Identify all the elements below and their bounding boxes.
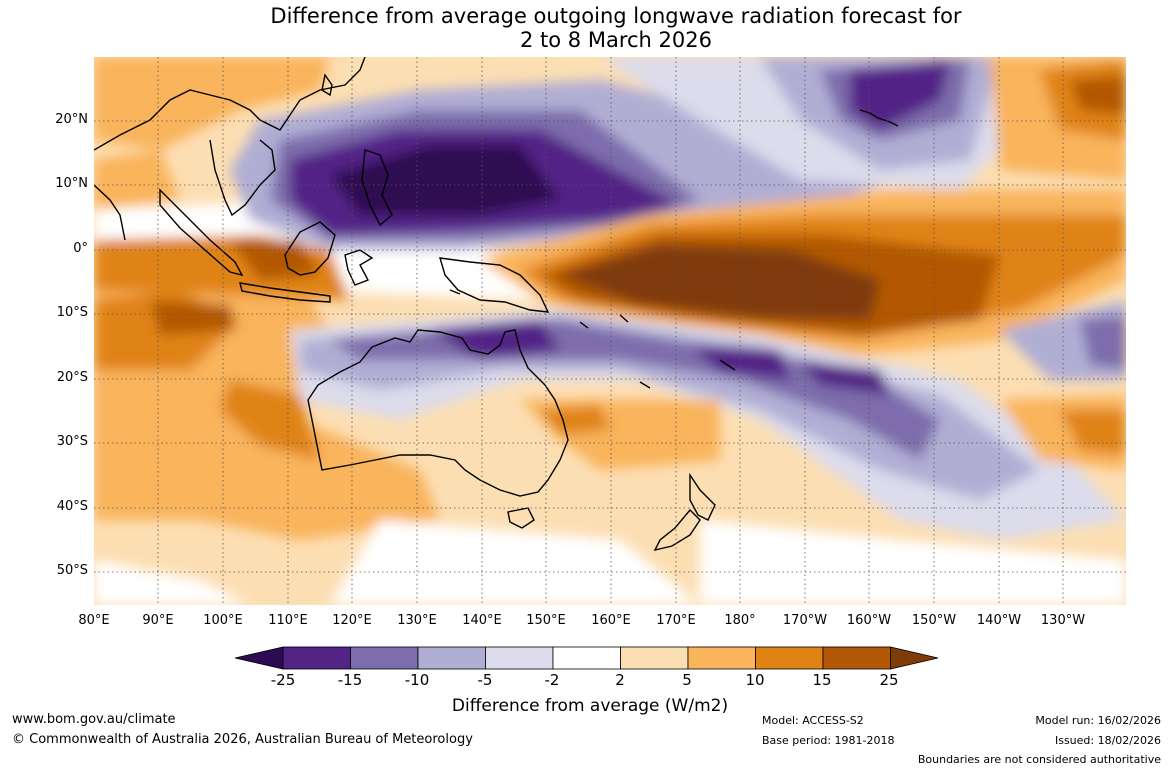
lat-label-20n: 20°N bbox=[55, 112, 88, 127]
colorbar-label-m2: -2 bbox=[544, 671, 560, 689]
lat-label-20s: 20°S bbox=[56, 370, 88, 385]
lat-label-0: 0° bbox=[73, 241, 88, 256]
colorbar-swatch bbox=[282, 646, 351, 670]
lon-label-130e: 130°E bbox=[397, 613, 437, 628]
colorbar-label-10: 10 bbox=[745, 671, 765, 689]
lon-label-130w: 130°W bbox=[1040, 613, 1086, 628]
lat-label-50s: 50°S bbox=[56, 563, 88, 578]
colorbar bbox=[234, 646, 939, 670]
lon-label-170w: 170°W bbox=[782, 613, 828, 628]
colorbar-label-m15: -15 bbox=[337, 671, 363, 689]
website-link[interactable]: www.bom.gov.au/climate bbox=[12, 712, 176, 727]
boundaries-disclaimer: Boundaries are not considered authoritat… bbox=[917, 753, 1161, 766]
colorbar-label-m25: -25 bbox=[270, 671, 296, 689]
lon-label-90e: 90°E bbox=[142, 613, 174, 628]
colorbar-label-m5: -5 bbox=[477, 671, 493, 689]
colorbar-label-25: 25 bbox=[879, 671, 899, 689]
lon-label-140w: 140°W bbox=[976, 613, 1022, 628]
model-name: Model: ACCESS-S2 bbox=[762, 714, 864, 727]
colorbar-swatch bbox=[687, 646, 756, 670]
issued-date: Issued: 18/02/2026 bbox=[1054, 734, 1161, 747]
anomaly-field bbox=[94, 57, 1126, 605]
base-period: Base period: 1981-2018 bbox=[762, 734, 895, 747]
lon-label-160w: 160°W bbox=[846, 613, 892, 628]
model-run-date: Model run: 16/02/2026 bbox=[1035, 714, 1161, 727]
lat-label-30s: 30°S bbox=[56, 434, 88, 449]
lat-label-10n: 10°N bbox=[55, 176, 88, 191]
coastlines bbox=[94, 57, 899, 552]
lon-label-80e: 80°E bbox=[78, 613, 110, 628]
colorbar-swatch bbox=[350, 646, 419, 670]
colorbar-label-15: 15 bbox=[812, 671, 832, 689]
lon-label-170e: 170°E bbox=[656, 613, 696, 628]
lon-label-160e: 160°E bbox=[591, 613, 631, 628]
map-title-line-1: Difference from average outgoing longwav… bbox=[270, 4, 962, 28]
colorbar-arrow-low bbox=[234, 646, 284, 670]
colorbar-arrow-high bbox=[890, 646, 939, 670]
colorbar-swatch bbox=[485, 646, 554, 670]
lon-label-140e: 140°E bbox=[462, 613, 502, 628]
colorbar-swatch bbox=[417, 646, 486, 670]
lon-label-150w: 150°W bbox=[911, 613, 957, 628]
colorbar-swatch bbox=[620, 646, 689, 670]
lon-label-100e: 100°E bbox=[203, 613, 243, 628]
graticule bbox=[94, 57, 1126, 605]
lat-label-40s: 40°S bbox=[56, 499, 88, 514]
colorbar-label-m10: -10 bbox=[404, 671, 430, 689]
map-title-line-2: 2 to 8 March 2026 bbox=[520, 28, 712, 52]
colorbar-label-5: 5 bbox=[682, 671, 692, 689]
copyright-text: © Commonwealth of Australia 2026, Austra… bbox=[12, 732, 473, 747]
lon-label-180: 180° bbox=[724, 613, 756, 628]
colorbar-swatch bbox=[755, 646, 824, 670]
lon-label-110e: 110°E bbox=[268, 613, 308, 628]
colorbar-title: Difference from average (W/m2) bbox=[451, 696, 729, 716]
colorbar-swatch bbox=[822, 646, 891, 670]
lat-label-10s: 10°S bbox=[56, 305, 88, 320]
lon-label-150e: 150°E bbox=[526, 613, 566, 628]
colorbar-swatch bbox=[552, 646, 621, 670]
colorbar-label-2: 2 bbox=[615, 671, 625, 689]
lon-label-120e: 120°E bbox=[332, 613, 372, 628]
